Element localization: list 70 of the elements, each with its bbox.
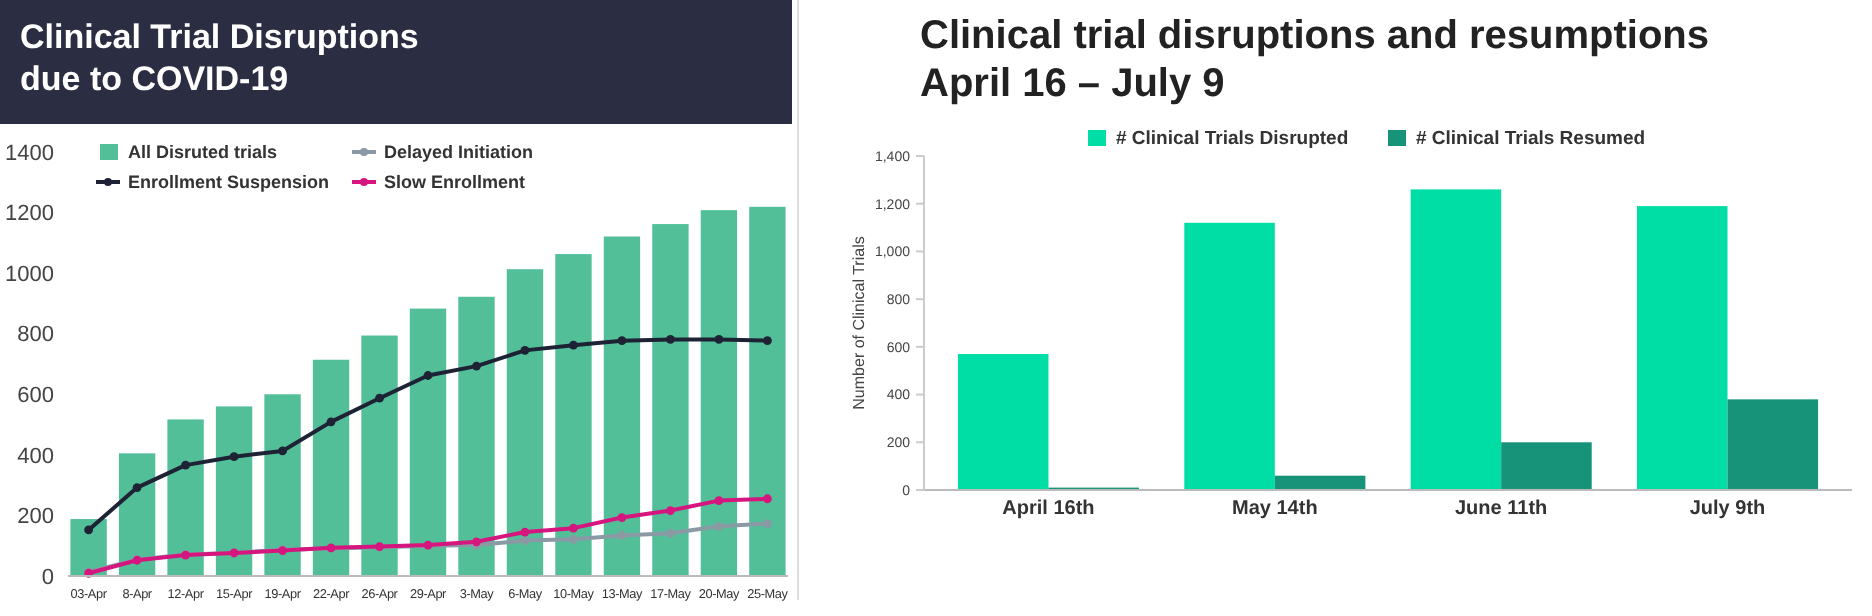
point (520, 527, 530, 537)
x-tick-label: April 16th (1002, 498, 1095, 520)
bar (700, 210, 738, 576)
bar (603, 236, 641, 576)
point (762, 494, 772, 504)
x-tick-label: May 14th (1232, 498, 1318, 520)
bar (555, 254, 592, 576)
bar (749, 206, 786, 576)
bar (1184, 222, 1275, 490)
point (762, 519, 772, 529)
point (714, 335, 724, 344)
legend-label: Delayed Initiation (384, 142, 534, 162)
y-tick-label: 0 (41, 565, 54, 590)
point (375, 393, 384, 403)
y-tick-label: 400 (17, 444, 54, 469)
bar (1274, 475, 1366, 490)
point (326, 417, 336, 427)
chart-subtitle: April 16 – July 9 (920, 62, 1225, 106)
legend-label: Enrollment Suspension (128, 172, 330, 192)
y-tick-label: 1000 (5, 262, 54, 287)
point (617, 531, 627, 540)
point (666, 506, 675, 515)
bar (361, 335, 398, 576)
point (617, 513, 627, 522)
bar (118, 453, 156, 576)
point (762, 336, 772, 346)
point (666, 528, 675, 538)
bar (215, 406, 253, 576)
point (181, 460, 190, 470)
y-tick-label: 1200 (5, 202, 54, 227)
bar (167, 419, 204, 576)
bar (1636, 206, 1728, 490)
bar (1410, 189, 1502, 490)
point (569, 340, 578, 350)
point (666, 335, 675, 344)
point (714, 496, 724, 505)
point (132, 483, 142, 492)
point (520, 345, 530, 355)
bar (1501, 442, 1592, 490)
point (229, 452, 239, 462)
legend-label: Slow Enrollment (384, 172, 526, 192)
y-tick-label: 600 (17, 383, 54, 408)
point (278, 446, 287, 456)
legend-label: # Clinical Trials Disrupted (1116, 128, 1349, 150)
bar (264, 394, 301, 576)
point (714, 521, 724, 531)
point (423, 371, 433, 380)
point (84, 525, 94, 535)
bar (312, 359, 350, 576)
bar (506, 269, 544, 576)
y-tick-label: 200 (17, 505, 54, 530)
bar (458, 296, 495, 576)
bar (652, 224, 689, 576)
point (472, 361, 481, 371)
x-tick-label: June 11th (1455, 498, 1548, 520)
bar (957, 354, 1049, 490)
y-tick-label: 1400 (5, 141, 54, 166)
bar (1727, 399, 1819, 490)
point (569, 534, 578, 544)
point (569, 523, 578, 533)
chart-title: Clinical trial disruptions and resumptions (920, 14, 1710, 58)
legend-label: # Clinical Trials Resumed (1416, 128, 1646, 150)
chart-title: Clinical Trial Disruptions due to COVID-19 (20, 18, 419, 98)
x-tick-label: July 9th (1689, 498, 1766, 520)
y-axis-title: Number of Clinical Trials (850, 236, 868, 410)
point (617, 336, 627, 346)
legend-label: All Disruted trials (128, 142, 278, 162)
bar (409, 308, 447, 576)
y-tick-label: 800 (17, 323, 54, 348)
point (520, 536, 530, 545)
